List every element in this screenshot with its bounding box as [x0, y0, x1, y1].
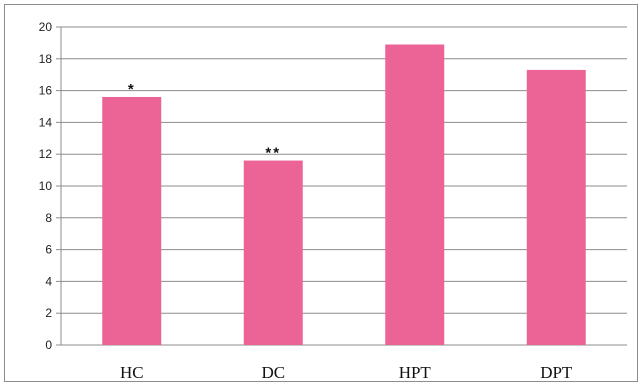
significance-marker: * [128, 81, 136, 98]
y-tick-label: 16 [39, 84, 53, 98]
bar-hpt [385, 44, 445, 346]
x-category-label: DC [261, 363, 285, 382]
y-tick-label: 10 [39, 179, 53, 193]
significance-marker: ** [265, 145, 281, 162]
y-tick-label: 12 [39, 147, 53, 161]
y-tick-label: 18 [39, 52, 53, 66]
y-tick-label: 0 [45, 338, 52, 352]
y-tick-label: 8 [45, 211, 52, 225]
x-axis-categories: HC DC HPT DPT [120, 363, 573, 382]
bar-hc [102, 96, 162, 346]
y-tick-label: 4 [45, 274, 52, 288]
bars [102, 44, 586, 346]
x-category-label: HPT [399, 363, 432, 382]
bar-dc [243, 160, 303, 345]
x-category-label: DPT [540, 363, 573, 382]
y-tick-label: 6 [45, 243, 52, 257]
bar-dpt [526, 69, 586, 346]
y-tick-label: 20 [39, 20, 53, 34]
x-category-label: HC [120, 363, 144, 382]
significance-annotations: *** [128, 81, 281, 162]
y-axis-ticks: 0 2 4 6 8 10 12 14 16 18 20 [39, 20, 61, 352]
y-tick-label: 14 [39, 115, 53, 129]
y-tick-label: 2 [45, 306, 52, 320]
